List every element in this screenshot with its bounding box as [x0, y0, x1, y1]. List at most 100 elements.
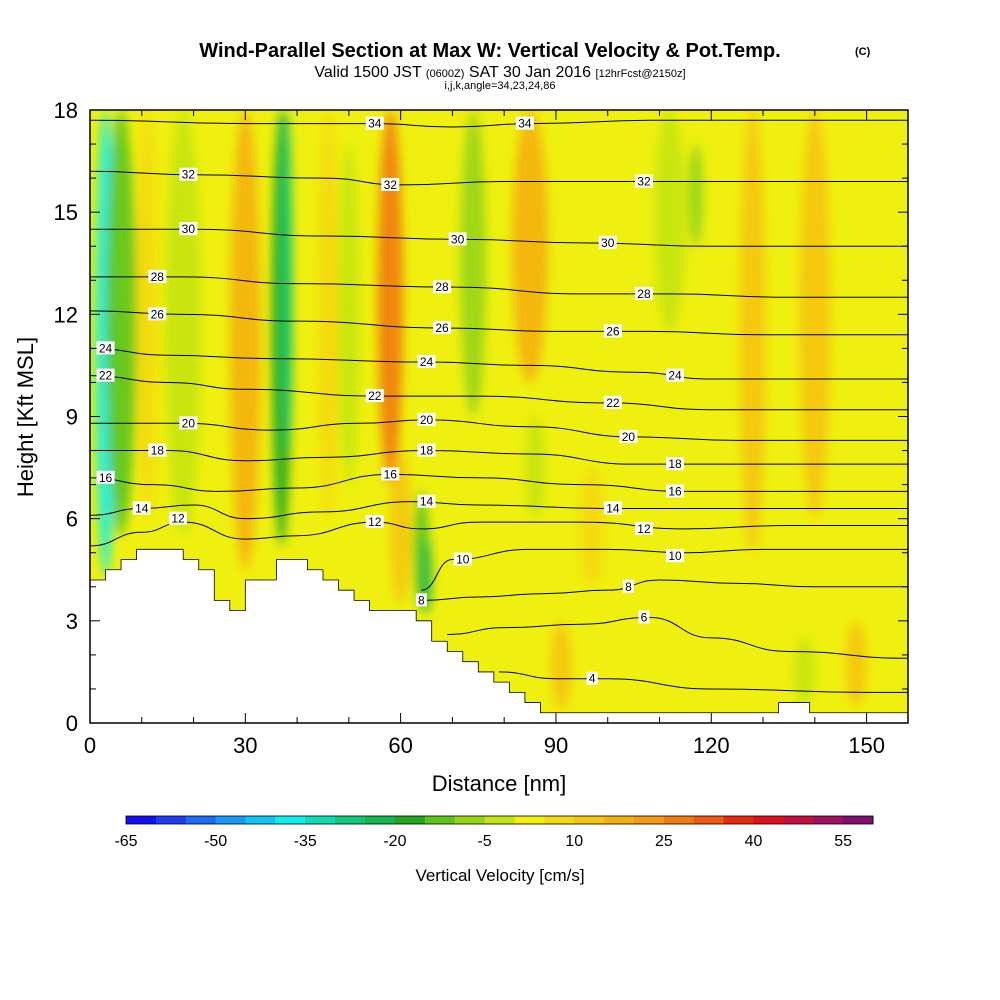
isentrope-label-bg-18	[365, 389, 384, 403]
isentrope-label-bg-1	[515, 116, 534, 130]
isentrope-label-30: 30	[601, 236, 615, 250]
isentrope-label-24: 24	[99, 341, 113, 355]
isentrope-label-bg-5	[179, 222, 198, 236]
w-feature-6	[281, 110, 292, 451]
isentrope-label-16: 16	[668, 484, 682, 498]
isentrope-label-bg-0	[365, 116, 384, 130]
y-tick-label-6: 6	[66, 507, 78, 532]
isentrope-label-6: 6	[641, 610, 648, 624]
isentrope-label-bg-23	[148, 443, 167, 457]
isentrope-label-26: 26	[151, 307, 165, 321]
y-axis-label: Height [Kft MSL]	[13, 337, 38, 497]
isentrope-label-bg-29	[132, 501, 151, 515]
isentrope-label-10: 10	[456, 553, 470, 567]
isentrope-label-12: 12	[171, 512, 185, 526]
isentrope-14	[90, 501, 908, 520]
isentrope-label-32: 32	[637, 175, 651, 189]
isentrope-label-26: 26	[606, 324, 620, 338]
colorbar-swatch-18	[663, 816, 695, 824]
x-tick-label-120: 120	[693, 733, 730, 758]
vertical-velocity-field	[95, 110, 867, 710]
x-tick-label-90: 90	[544, 733, 568, 758]
w-feature-23	[845, 620, 867, 706]
isentrope-label-18: 18	[420, 444, 434, 458]
isentrope-label-18: 18	[151, 444, 165, 458]
isentrope-label-bg-7	[598, 235, 617, 249]
isentrope-label-16: 16	[384, 467, 398, 481]
subtitle-fcst: [12hrFcst@2150z]	[596, 68, 686, 80]
isentrope-24	[90, 347, 908, 380]
isentrope-label-bg-21	[417, 412, 436, 426]
isentrope-label-bg-40	[586, 671, 598, 685]
w-feature-18	[579, 467, 606, 587]
isentrope-label-bg-35	[453, 552, 472, 566]
colorbar-swatch-0	[126, 816, 157, 824]
y-tick-label-12: 12	[54, 302, 78, 327]
colorbar-swatch-1	[155, 816, 187, 824]
colorbar-swatch-21	[753, 816, 784, 824]
isentrope-label-bg-11	[148, 307, 167, 321]
colorbar-swatch-6	[305, 816, 336, 824]
isentrope-label-28: 28	[151, 270, 165, 284]
colorbar-frame	[125, 815, 874, 825]
isentrope-label-12: 12	[368, 515, 382, 529]
isentrope-label-18: 18	[668, 457, 682, 471]
y-tick-label-18: 18	[54, 98, 78, 123]
w-feature-9	[377, 110, 404, 485]
w-feature-13	[460, 110, 487, 417]
colorbar-swatch-13	[514, 816, 545, 824]
w-feature-21	[550, 620, 572, 710]
isentrope-label-20: 20	[622, 430, 636, 444]
isentrope-4	[498, 671, 908, 693]
w-feature-3	[136, 110, 158, 519]
isentrope-label-bg-31	[603, 501, 622, 515]
colorbar-label: Vertical Velocity [cm/s]	[415, 866, 584, 885]
w-feature-22	[794, 637, 815, 706]
colorbar-swatch-14	[544, 816, 575, 824]
x-axis-label: Distance [nm]	[432, 771, 567, 796]
isentrope-32	[90, 170, 908, 186]
isentrope-label-bg-6	[448, 232, 467, 246]
colorbar-swatch-11	[454, 816, 486, 824]
isentrope-label-bg-33	[365, 515, 384, 529]
colorbar-swatch-17	[633, 816, 665, 824]
y-tick-label-9: 9	[66, 405, 78, 430]
y-tick-label-3: 3	[66, 609, 78, 634]
colorbar-tick--65: -65	[114, 833, 137, 850]
colorbar-tick--35: -35	[294, 833, 317, 850]
colorbar-swatch-15	[574, 816, 605, 824]
isentrope-label-12: 12	[637, 522, 651, 536]
isentrope-label-22: 22	[368, 389, 382, 403]
isentrope-label-24: 24	[420, 355, 434, 369]
isentrope-6	[447, 616, 908, 659]
isentrope-label-22: 22	[606, 396, 620, 410]
isentrope-label-bg-36	[666, 549, 685, 563]
w-feature-17	[687, 144, 704, 247]
plot-area: 34 34 32 32 32 30 30 30 28 28 28 26 26 26 24 24 24 22 22 22…	[90, 110, 908, 723]
y-tick-label-0: 0	[66, 711, 78, 736]
colorbar-tick-10: 10	[565, 833, 583, 850]
isentrope-28	[90, 276, 908, 298]
isentrope-label-bg-9	[433, 280, 452, 294]
colorbar-tick--5: -5	[477, 833, 491, 850]
x-tick-label-30: 30	[233, 733, 257, 758]
isentrope-label-20: 20	[182, 416, 196, 430]
chart-title-tag: (C)	[855, 46, 871, 58]
isentrope-label-26: 26	[435, 321, 449, 335]
chart-ijk: i,j,k,angle=34,23,24,86	[444, 80, 555, 92]
isentrope-label-bg-22	[619, 429, 638, 443]
isentrope-label-4: 4	[589, 672, 596, 686]
isentrope-label-28: 28	[435, 280, 449, 294]
w-feature-8	[338, 144, 360, 485]
colorbar-tick-55: 55	[834, 833, 852, 850]
colorbar: -65 -50 -35 -20 -5 10 25 40 55	[114, 815, 874, 850]
isentrope-label-bg-16	[666, 368, 685, 382]
isentrope-16	[90, 473, 908, 492]
isentrope-label-32: 32	[182, 168, 196, 182]
colorbar-swatch-16	[604, 816, 635, 824]
w-feature-1	[105, 110, 137, 536]
colorbar-tick-25: 25	[655, 833, 673, 850]
colorbar-swatch-20	[723, 816, 754, 824]
isentrope-18	[90, 450, 908, 465]
isentrope-label-20: 20	[420, 413, 434, 427]
